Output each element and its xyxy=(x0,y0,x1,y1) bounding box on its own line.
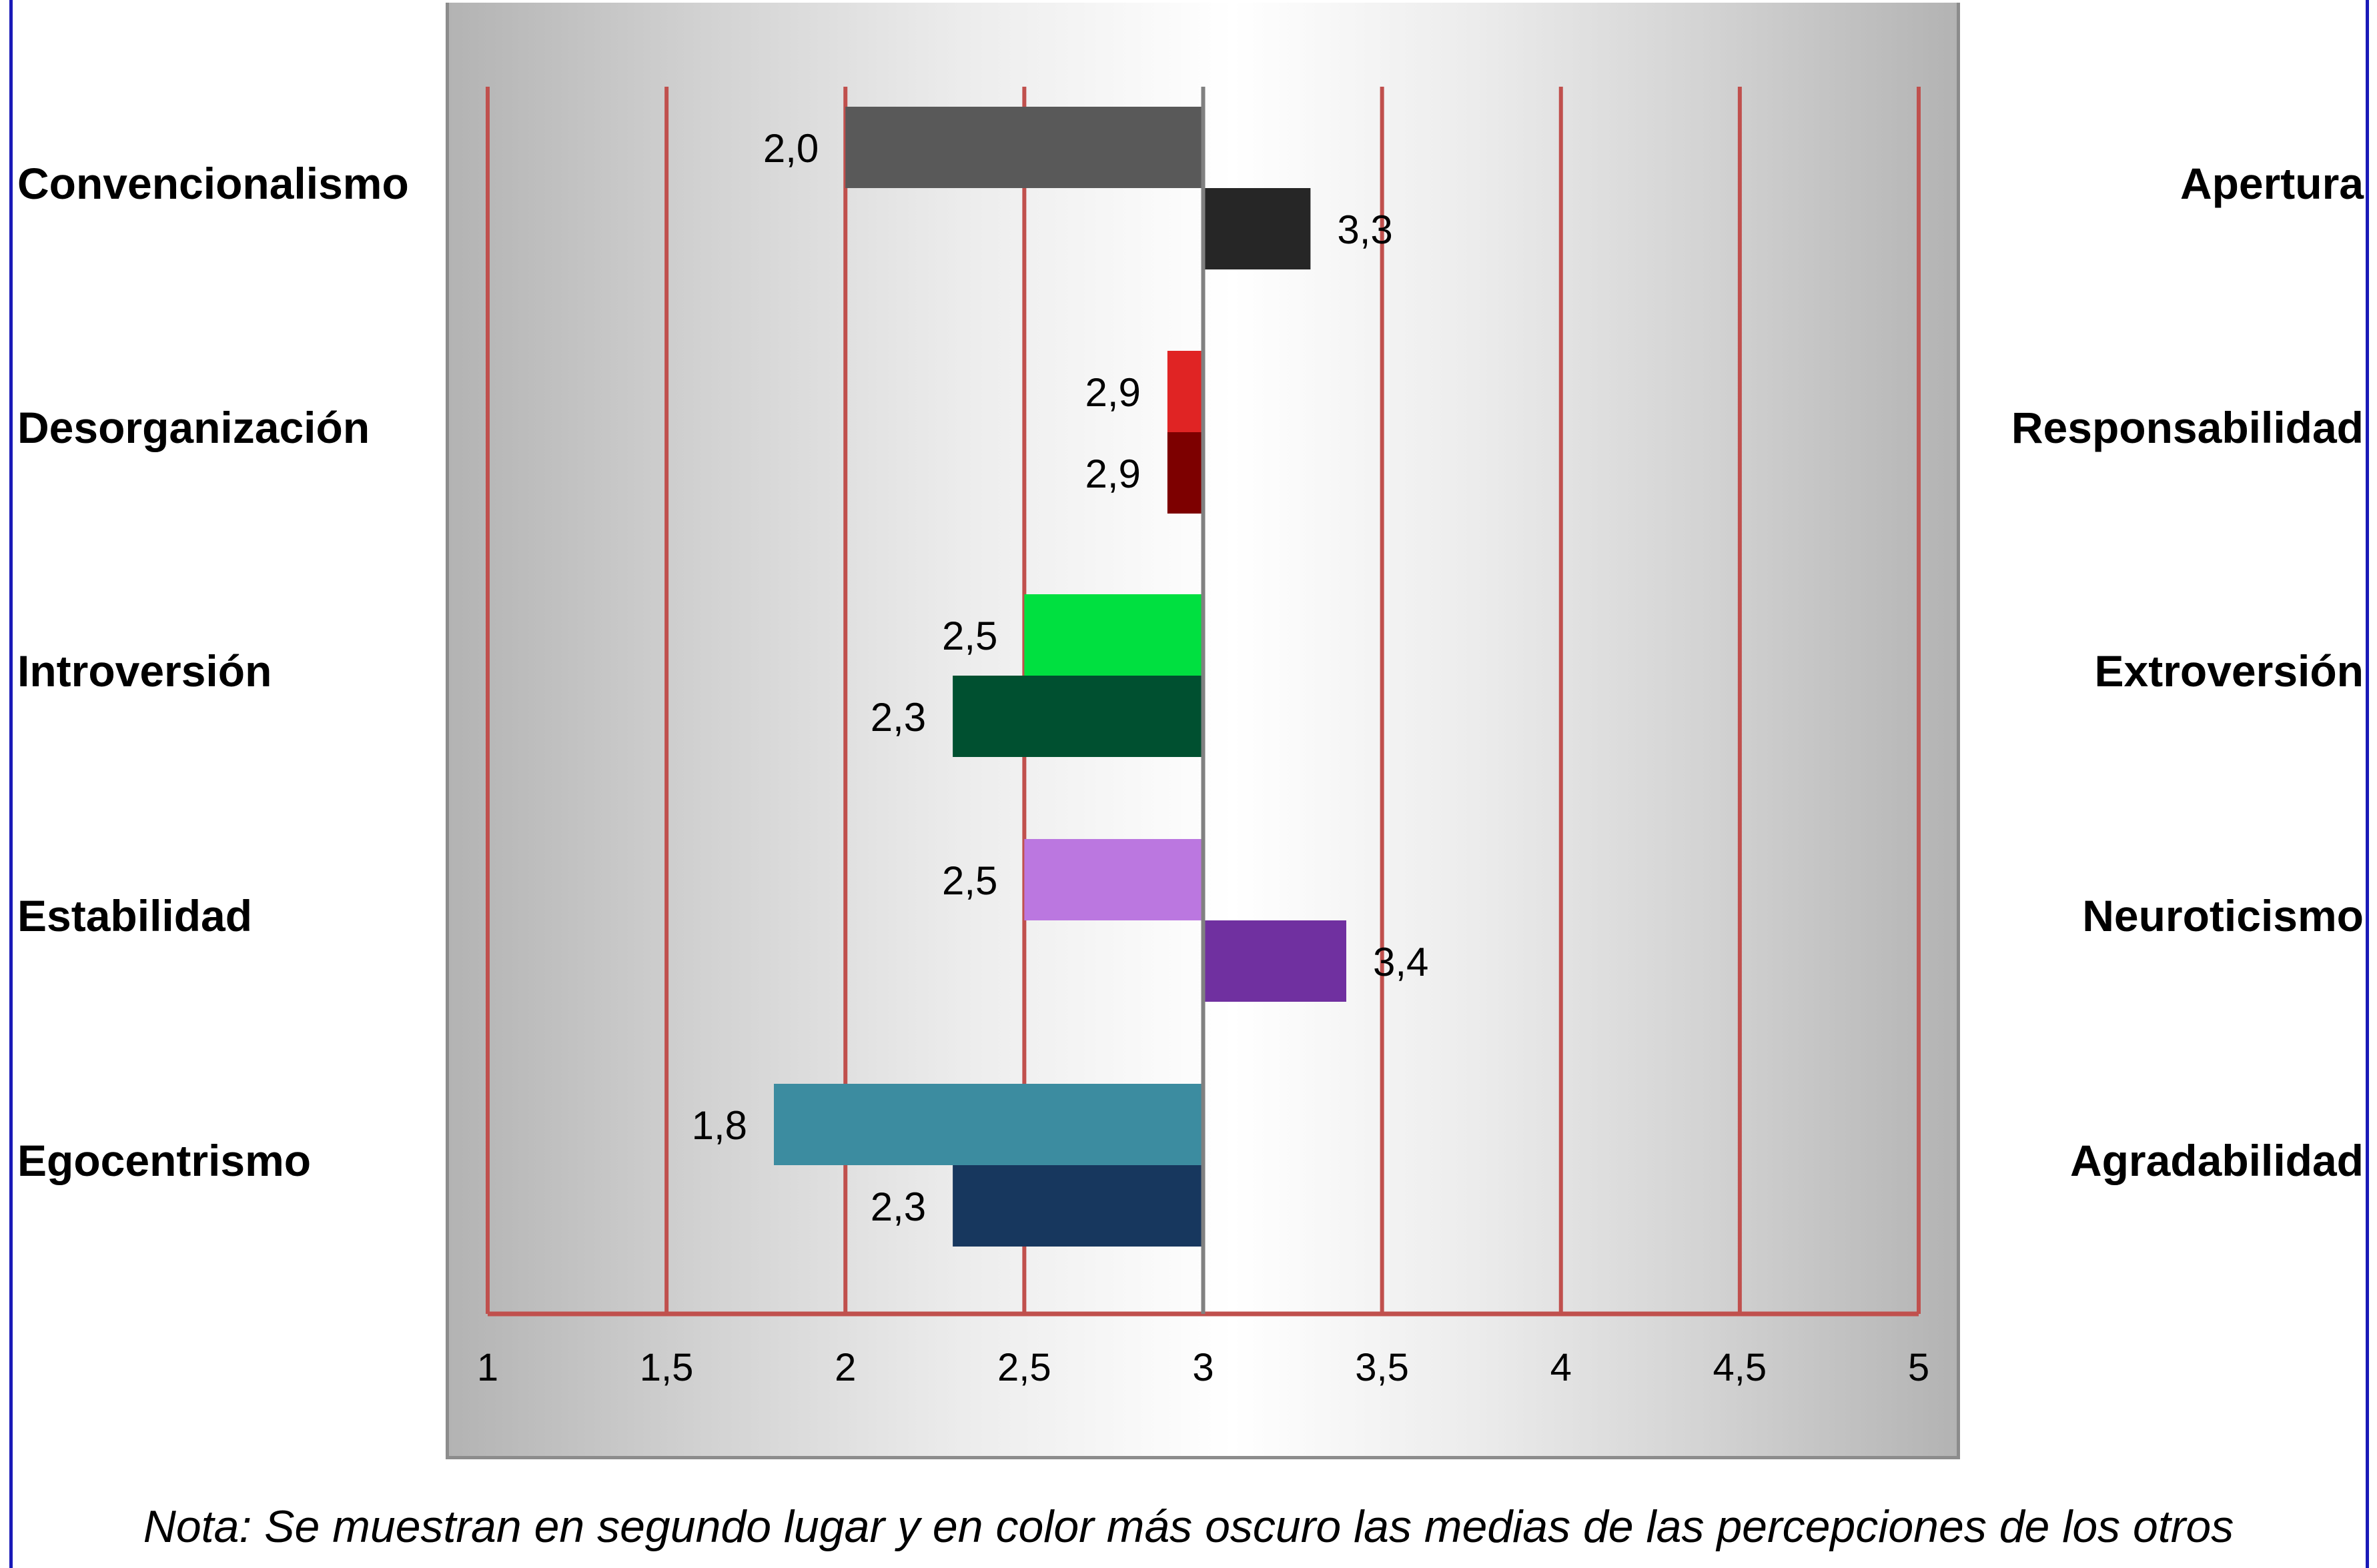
x-tick-label: 4 xyxy=(1550,1346,1572,1389)
x-tick-label: 1 xyxy=(477,1346,498,1389)
right-category-label: Responsabilidad xyxy=(2011,403,2364,452)
bar xyxy=(1167,432,1204,514)
data-label: 2,3 xyxy=(871,1185,926,1229)
left-category-label: Estabilidad xyxy=(17,891,253,940)
page-right-border xyxy=(2366,0,2369,1568)
data-label: 2,9 xyxy=(1085,370,1140,415)
left-category-label: Desorganización xyxy=(17,403,370,452)
left-category-label: Egocentrismo xyxy=(17,1136,312,1185)
right-category-label: Neuroticismo xyxy=(2082,891,2364,940)
page-left-border xyxy=(9,0,13,1568)
right-category-label: Apertura xyxy=(2180,159,2364,208)
chart-note: Nota: Se muestran en segundo lugar y en … xyxy=(143,1501,2234,1552)
data-label: 2,3 xyxy=(871,695,926,740)
data-label: 1,8 xyxy=(692,1103,747,1148)
right-category-label: Extroversión xyxy=(2094,646,2364,696)
bar xyxy=(774,1084,1204,1165)
x-tick-label: 5 xyxy=(1908,1346,1929,1389)
x-tick-label: 1,5 xyxy=(640,1346,694,1389)
data-label: 2,5 xyxy=(942,858,997,903)
bar xyxy=(845,107,1204,188)
x-tick-label: 2,5 xyxy=(997,1346,1051,1389)
data-label: 3,4 xyxy=(1373,940,1428,984)
x-tick-label: 2 xyxy=(835,1346,856,1389)
data-label: 3,3 xyxy=(1337,207,1392,252)
bar xyxy=(1203,920,1346,1002)
bar xyxy=(953,1165,1204,1247)
data-label: 2,5 xyxy=(942,614,997,658)
left-category-label: Introversión xyxy=(17,646,272,696)
bar xyxy=(1024,839,1204,920)
bar xyxy=(1024,594,1204,676)
x-tick-label: 3 xyxy=(1192,1346,1214,1389)
bar xyxy=(953,676,1204,757)
bar xyxy=(1203,188,1311,269)
right-category-label: Agradabilidad xyxy=(2069,1136,2364,1185)
data-label: 2,0 xyxy=(763,126,819,171)
left-category-label: Convencionalismo xyxy=(17,159,409,208)
x-tick-label: 3,5 xyxy=(1355,1346,1409,1389)
x-tick-label: 4,5 xyxy=(1713,1346,1767,1389)
bar xyxy=(1167,351,1204,432)
data-label: 2,9 xyxy=(1085,452,1140,496)
